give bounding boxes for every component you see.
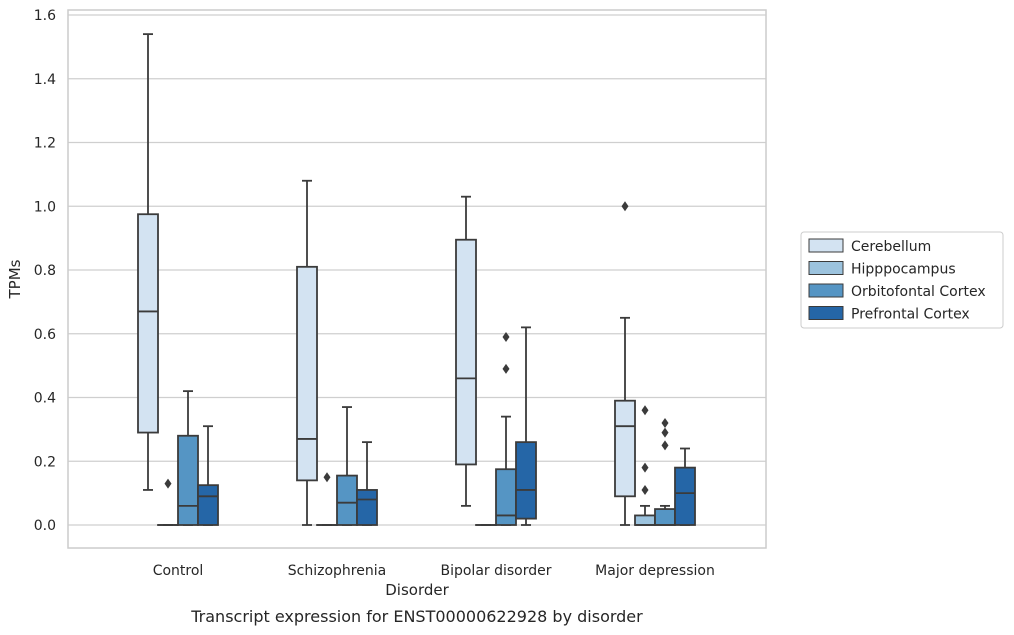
legend-frame — [800, 231, 1004, 329]
y-tick-label: 0.2 — [34, 454, 56, 470]
box-cerebellum-schizophrenia — [296, 179, 318, 526]
x-tick-label: Major depression — [595, 563, 715, 579]
box-body — [614, 399, 636, 498]
box-prefrontal-cortex-schizophrenia — [356, 441, 378, 526]
box-body — [674, 466, 696, 526]
box-body — [137, 213, 159, 434]
box-hipppocampus-schizophrenia — [316, 472, 338, 526]
chart-caption: Transcript expression for ENST0000062292… — [190, 607, 643, 626]
box-cerebellum-control — [137, 33, 159, 491]
legend-swatch-prefrontal-cortex — [808, 306, 844, 320]
box-body — [455, 238, 477, 466]
box-body — [654, 508, 676, 526]
plot-frame — [67, 9, 767, 549]
box-orbitofontal-cortex-schizophrenia — [336, 406, 358, 526]
box-body — [515, 441, 537, 520]
outlier-point — [661, 440, 669, 451]
outlier-point — [641, 462, 649, 473]
box-body — [634, 514, 656, 526]
outlier-point — [323, 472, 331, 483]
box-prefrontal-cortex-control — [197, 425, 219, 526]
x-tick-labels: Control Schizophrenia Bipolar disorder Majo… — [153, 563, 715, 579]
legend-label-orbitofontal-cortex: Orbitofontal Cortex — [851, 284, 986, 300]
box-orbitofontal-cortex-control — [177, 390, 199, 526]
y-tick-label: 0.8 — [34, 263, 56, 279]
box-cerebellum-bipolar-disorder — [455, 195, 477, 507]
box-body — [336, 474, 358, 526]
legend-label-hipppocampus: Hipppocampus — [851, 262, 956, 278]
legend-swatch-orbitofontal-cortex — [808, 283, 844, 298]
box-hipppocampus-control — [157, 478, 179, 526]
box-body — [356, 489, 378, 526]
box-hipppocampus-major-depression — [634, 405, 656, 526]
outlier-point — [164, 478, 172, 489]
y-tick-label: 0.0 — [34, 518, 56, 534]
legend-swatch-hipppocampus — [808, 261, 844, 275]
box-cerebellum-major-depression — [614, 201, 636, 526]
y-tick-label: 0.6 — [34, 327, 56, 343]
x-axis-title: Disorder — [385, 581, 449, 599]
outlier-point — [661, 427, 669, 438]
x-tick-label: Bipolar disorder — [440, 563, 551, 579]
box-body — [495, 468, 517, 526]
x-tick-label: Schizophrenia — [288, 563, 386, 579]
outlier-point — [502, 331, 510, 342]
outlier-point — [621, 201, 629, 212]
legend: Cerebellum Hipppocampus Orbitofontal Corte… — [800, 231, 1004, 329]
legend-label-cerebellum: Cerebellum — [851, 239, 931, 255]
y-tick-label: 1.0 — [34, 199, 56, 215]
y-tick-label: 1.2 — [34, 136, 56, 152]
box-body — [197, 484, 219, 526]
y-tick-label: 1.6 — [34, 8, 56, 24]
box-prefrontal-cortex-bipolar-disorder — [515, 326, 537, 526]
y-tick-label: 0.4 — [34, 391, 56, 407]
outlier-point — [641, 405, 649, 416]
outlier-point — [661, 418, 669, 428]
y-axis-title: TPMs — [6, 259, 24, 299]
plot-boxes — [137, 33, 696, 526]
y-tick-label: 1.4 — [34, 72, 56, 88]
outlier-point — [641, 484, 649, 495]
outlier-point — [502, 363, 510, 374]
box-prefrontal-cortex-major-depression — [674, 447, 696, 526]
y-tick-labels: 0.0 0.2 0.4 0.6 0.8 1.0 1.2 1.4 1.6 — [34, 8, 56, 534]
legend-swatch-cerebellum — [808, 238, 844, 253]
x-tick-label: Control — [153, 563, 204, 579]
box-body — [177, 434, 199, 526]
legend-label-prefrontal-cortex: Prefrontal Cortex — [851, 307, 970, 323]
box-body — [296, 265, 318, 482]
